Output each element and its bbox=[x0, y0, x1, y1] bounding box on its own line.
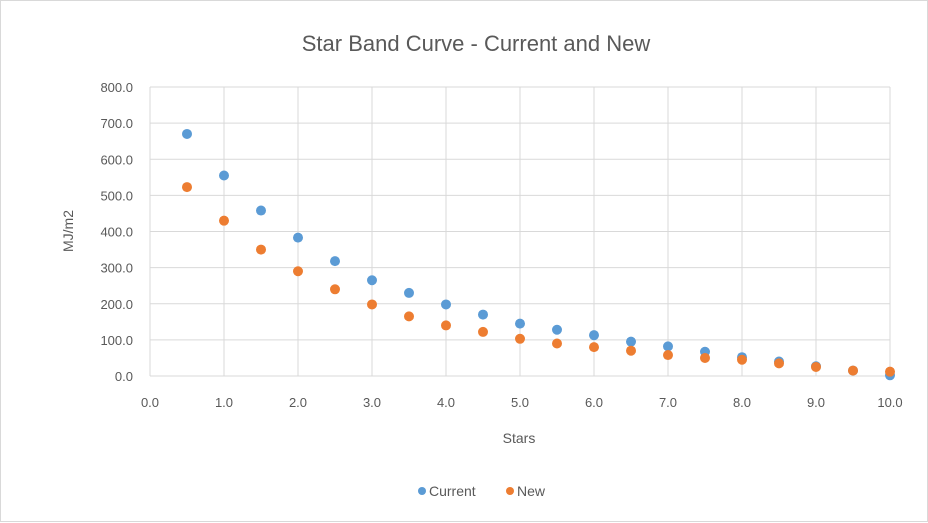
legend-label-new: New bbox=[517, 483, 546, 499]
x-tick-label: 0.0 bbox=[141, 395, 159, 410]
data-point-current bbox=[293, 232, 303, 243]
data-point-current bbox=[478, 309, 488, 320]
x-axis-ticks: 0.0 1.0 2.0 3.0 4.0 5.0 6.0 7.0 8.0 9.0 10.0 bbox=[141, 395, 903, 410]
y-tick-label: 700.0 bbox=[100, 116, 133, 131]
x-tick-label: 8.0 bbox=[733, 395, 751, 410]
legend-label-current: Current bbox=[429, 483, 476, 499]
data-point-new bbox=[219, 215, 229, 226]
data-point-current bbox=[404, 287, 414, 298]
x-axis-label: Stars bbox=[503, 430, 536, 446]
x-tick-label: 9.0 bbox=[807, 395, 825, 410]
y-tick-label: 400.0 bbox=[100, 225, 133, 240]
data-point-new bbox=[256, 244, 266, 255]
data-points bbox=[182, 128, 895, 381]
x-tick-label: 2.0 bbox=[289, 395, 307, 410]
x-tick-label: 6.0 bbox=[585, 395, 603, 410]
data-point-new bbox=[182, 182, 192, 193]
legend: Current New bbox=[418, 483, 546, 499]
data-point-current bbox=[256, 205, 266, 216]
series-new bbox=[182, 182, 895, 377]
x-tick-label: 7.0 bbox=[659, 395, 677, 410]
y-tick-label: 600.0 bbox=[100, 152, 133, 167]
data-point-new bbox=[737, 354, 747, 365]
y-tick-label: 500.0 bbox=[100, 188, 133, 203]
data-point-new bbox=[478, 326, 488, 337]
data-point-new bbox=[441, 320, 451, 331]
y-tick-label: 800.0 bbox=[100, 80, 133, 95]
data-point-current bbox=[515, 318, 525, 329]
y-axis-ticks: 0.0 100.0 200.0 300.0 400.0 500.0 600.0 700.0 80… bbox=[100, 80, 133, 384]
data-point-current bbox=[626, 336, 636, 347]
y-tick-label: 200.0 bbox=[100, 297, 133, 312]
data-point-current bbox=[441, 299, 451, 310]
data-point-new bbox=[589, 342, 599, 353]
data-point-current bbox=[552, 324, 562, 335]
gridlines bbox=[149, 86, 891, 377]
data-point-new bbox=[885, 366, 895, 377]
data-point-new bbox=[626, 345, 636, 356]
data-point-new bbox=[774, 358, 784, 369]
x-tick-label: 5.0 bbox=[511, 395, 529, 410]
x-tick-label: 3.0 bbox=[363, 395, 381, 410]
legend-marker-current bbox=[418, 487, 426, 495]
data-point-current bbox=[182, 128, 192, 139]
data-point-current bbox=[330, 256, 340, 267]
data-point-current bbox=[589, 330, 599, 341]
legend-marker-new bbox=[506, 487, 514, 495]
data-point-new bbox=[330, 284, 340, 295]
data-point-new bbox=[404, 311, 414, 322]
x-tick-label: 1.0 bbox=[215, 395, 233, 410]
data-point-current bbox=[219, 170, 229, 181]
data-point-current bbox=[367, 275, 377, 286]
y-tick-label: 300.0 bbox=[100, 261, 133, 276]
data-point-new bbox=[663, 350, 673, 361]
chart-title: Star Band Curve - Current and New bbox=[302, 31, 651, 56]
data-point-new bbox=[515, 333, 525, 344]
data-point-new bbox=[552, 338, 562, 349]
series-current bbox=[182, 128, 895, 381]
x-tick-label: 4.0 bbox=[437, 395, 455, 410]
data-point-new bbox=[293, 266, 303, 277]
data-point-new bbox=[367, 299, 377, 310]
data-point-current bbox=[663, 341, 673, 352]
y-axis-label: MJ/m2 bbox=[60, 210, 76, 252]
y-tick-label: 0.0 bbox=[115, 369, 133, 384]
data-point-new bbox=[811, 361, 821, 372]
data-point-new bbox=[848, 365, 858, 376]
data-point-new bbox=[700, 352, 710, 363]
y-tick-label: 100.0 bbox=[100, 333, 133, 348]
x-tick-label: 10.0 bbox=[877, 395, 902, 410]
